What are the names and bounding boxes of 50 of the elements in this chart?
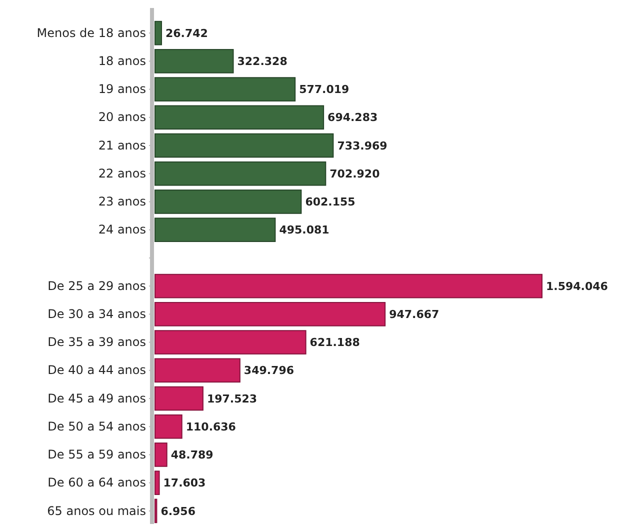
data-label: 26.742: [165, 26, 208, 40]
y-tick-label: De 50 a 54 anos: [48, 419, 146, 434]
data-label: 1.594.046: [546, 280, 608, 293]
data-label: 322.328: [237, 55, 288, 68]
data-label: 694.283: [328, 111, 378, 124]
data-label: 110.636: [186, 420, 236, 434]
bar: [154, 330, 306, 354]
data-label: 349.796: [244, 364, 294, 378]
bar: [154, 133, 334, 158]
y-tick-label: 18 anos: [98, 54, 146, 68]
data-label: 6.956: [160, 504, 196, 518]
y-tick-label: De 60 a 64 anos: [48, 476, 146, 490]
bar: [154, 49, 234, 74]
bar: [154, 470, 160, 495]
bar: [154, 302, 386, 326]
y-tick-label: Menos de 18 anos: [36, 26, 146, 40]
bar: [154, 414, 182, 439]
data-label: 702.920: [330, 167, 380, 180]
bar: [154, 190, 302, 214]
data-label: 197.523: [206, 392, 258, 406]
data-label: 577.019: [299, 83, 350, 96]
y-tick-label: 22 anos: [98, 166, 146, 180]
y-tick-label: De 25 a 29 anos: [48, 278, 146, 293]
y-tick-label: 20 anos: [98, 110, 146, 124]
bar: [154, 274, 542, 298]
bar: [154, 161, 326, 186]
y-tick-label: De 45 a 49 anos: [48, 391, 146, 406]
bar: [154, 386, 204, 411]
bar: [154, 20, 162, 46]
y-tick-label: 19 anos: [98, 82, 146, 96]
bar: [154, 442, 168, 467]
y-tick-label: De 40 a 44 anos: [48, 363, 146, 378]
y-tick-label: De 55 a 59 anos: [48, 448, 146, 462]
bar: [154, 358, 240, 383]
data-label: 48.789: [170, 448, 214, 462]
y-tick-label: De 30 a 34 anos: [48, 307, 146, 322]
data-label: 602.155: [305, 196, 356, 209]
data-label: 733.969: [337, 139, 388, 152]
data-label: 947.667: [389, 308, 440, 322]
bar: [154, 77, 296, 102]
y-tick-label: 65 anos ou mais: [47, 504, 146, 518]
bar: [154, 218, 276, 242]
y-tick-label: 21 anos: [98, 138, 146, 152]
y-tick-label: De 35 a 39 anos: [48, 335, 146, 350]
y-tick-label: 23 anos: [98, 194, 146, 209]
bar: [154, 105, 324, 130]
data-label: 621.188: [310, 336, 360, 350]
y-tick-label: 24 anos: [98, 222, 146, 237]
data-label: 495.081: [279, 224, 330, 237]
data-label: 17.603: [163, 476, 206, 490]
